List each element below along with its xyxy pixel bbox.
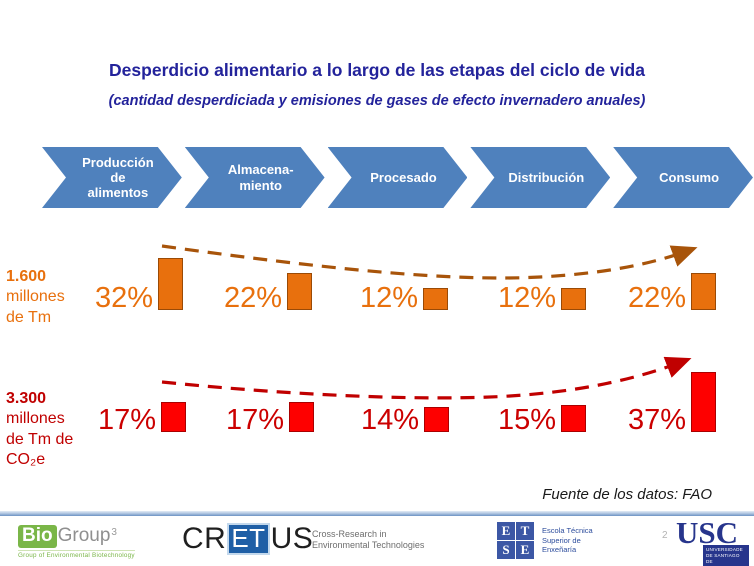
- waste-row-label: 1.600 millones de Tm: [6, 267, 98, 328]
- cretus-logo-cr: CR: [182, 522, 227, 555]
- biogroup-tagline: Group of Environmental Biotechnology: [18, 549, 135, 559]
- waste-bar: [423, 288, 449, 310]
- waste-bar: [287, 273, 313, 310]
- waste-percent: 32%: [95, 282, 154, 314]
- etse-logo: E T S E Escola Técnica Superior de Enxeñ…: [497, 522, 593, 559]
- stage-chevron-produccion: Producción de alimentos: [42, 147, 182, 208]
- cretus-tagline: Cross-Research in Environmental Technolo…: [312, 529, 424, 552]
- emissions-percent: 37%: [628, 404, 687, 436]
- usc-acronym: USC: [676, 515, 739, 550]
- biogroup-logo-bio: Bio: [18, 525, 57, 548]
- emissions-row-label: 3.300 millones de Tm de CO₂e: [6, 389, 98, 470]
- waste-stat-produccion: 32%: [95, 258, 184, 314]
- etse-letter: T: [516, 522, 534, 540]
- stage-chevron-consumo: Consumo: [613, 147, 753, 208]
- emissions-bar: [289, 402, 315, 432]
- waste-bar: [561, 288, 587, 310]
- emissions-stat-distribucion: 15%: [498, 404, 587, 436]
- lifecycle-stage-flow: Producción de alimentos Almacena- miento…: [42, 147, 753, 208]
- etse-letter: S: [497, 541, 515, 559]
- waste-stat-consumo: 22%: [628, 273, 717, 314]
- usc-logo: USC UNIVERSIDADE DE SANTIAGO DE COMPOSTE…: [676, 515, 749, 566]
- emissions-stat-procesado: 14%: [361, 404, 450, 436]
- biogroup-logo-sup: 3: [111, 527, 117, 538]
- etse-letter: E: [516, 541, 534, 559]
- emissions-bar: [424, 407, 450, 432]
- waste-bar: [691, 273, 717, 310]
- etse-letter: E: [497, 522, 515, 540]
- waste-bar: [158, 258, 184, 310]
- waste-row-unit: millones de Tm: [6, 288, 65, 326]
- etse-logo-grid: E T S E: [497, 522, 534, 559]
- emissions-bar: [161, 402, 187, 432]
- cretus-logo-et: ET: [227, 523, 270, 555]
- emissions-stat-produccion: 17%: [98, 402, 187, 436]
- waste-percent: 22%: [224, 282, 283, 314]
- page-subtitle: (cantidad desperdiciada y emisiones de g…: [108, 93, 646, 109]
- biogroup-logo: Bio Group 3 Group of Environmental Biote…: [18, 525, 135, 559]
- etse-name: Escola Técnica Superior de Enxeñaría: [542, 525, 593, 555]
- waste-percent: 12%: [498, 282, 557, 314]
- biogroup-logo-group: Group: [57, 525, 111, 546]
- waste-stat-distribucion: 12%: [498, 282, 587, 314]
- cretus-tagline-line1: Cross-Research in: [312, 529, 387, 539]
- usc-name-box: UNIVERSIDADE DE SANTIAGO DE COMPOSTELA: [703, 545, 749, 566]
- page-number: 2: [662, 530, 668, 541]
- emissions-stat-almacenamiento: 17%: [226, 402, 315, 436]
- cretus-logo: CR ET US: [182, 522, 313, 556]
- waste-stat-almacenamiento: 22%: [224, 273, 313, 314]
- footer-divider: [0, 511, 754, 516]
- page-title: Desperdicio alimentario a lo largo de la…: [109, 60, 645, 80]
- cretus-logo-us: US: [270, 522, 314, 555]
- emissions-row-value: 3.300: [6, 390, 47, 407]
- emissions-stat-consumo: 37%: [628, 372, 717, 436]
- emissions-row-unit: millones de Tm de CO₂e: [6, 410, 74, 468]
- emissions-bar: [691, 372, 717, 432]
- emissions-percent: 14%: [361, 404, 420, 436]
- waste-stat-procesado: 12%: [360, 282, 449, 314]
- waste-percent: 22%: [628, 282, 687, 314]
- emissions-percent: 17%: [226, 404, 285, 436]
- cretus-tagline-line2: Environmental Technologies: [312, 540, 425, 551]
- footer-logo-strip: Bio Group 3 Group of Environmental Biote…: [0, 516, 754, 566]
- emissions-percent: 17%: [98, 404, 157, 436]
- emissions-trend-arrow: [161, 356, 692, 400]
- data-source-note: Fuente de los datos: FAO: [542, 486, 712, 503]
- stage-chevron-distribucion: Distribución: [470, 147, 610, 208]
- emissions-percent: 15%: [498, 404, 557, 436]
- waste-percent: 12%: [360, 282, 419, 314]
- stage-chevron-almacenamiento: Almacena- miento: [185, 147, 325, 208]
- waste-row-value: 1.600: [6, 268, 47, 285]
- stage-chevron-procesado: Procesado: [328, 147, 468, 208]
- emissions-bar: [561, 405, 587, 432]
